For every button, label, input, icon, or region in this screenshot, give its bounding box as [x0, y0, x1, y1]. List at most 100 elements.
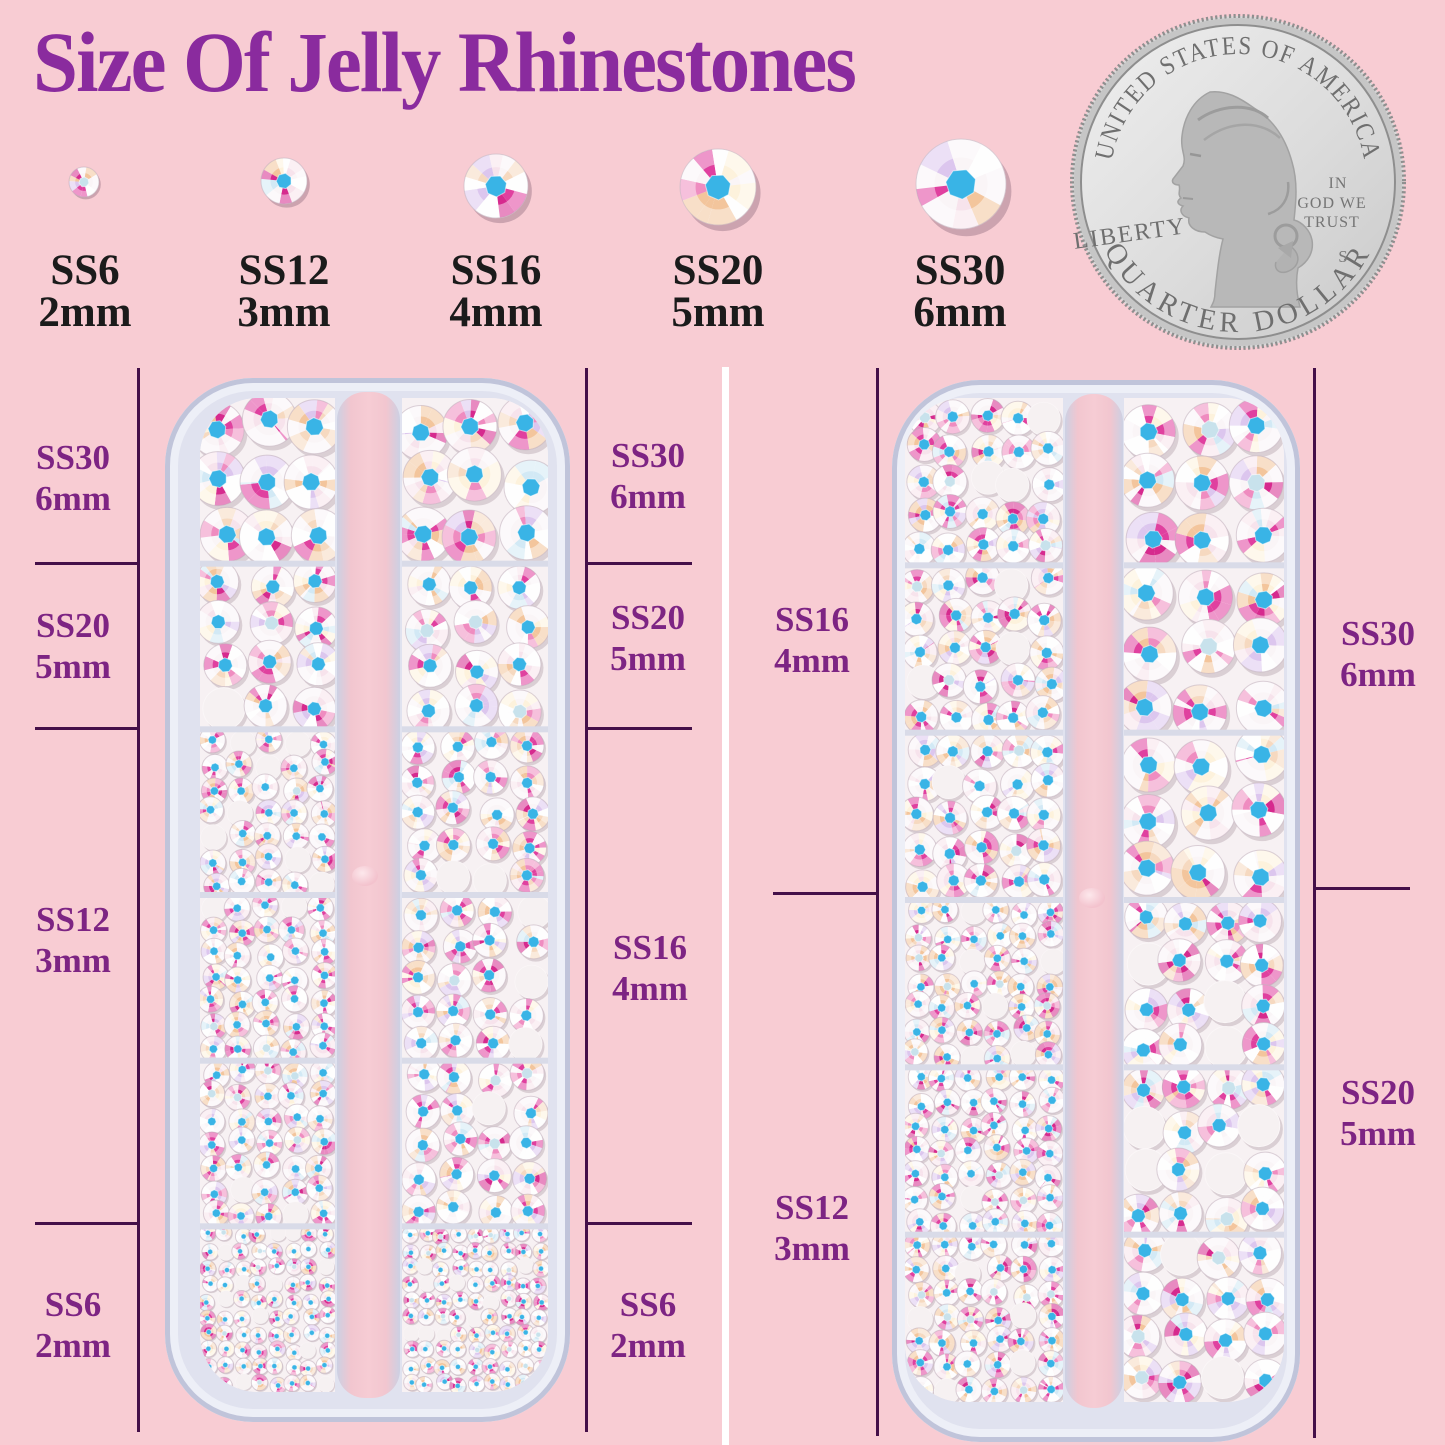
rhinestone [403, 1291, 421, 1310]
rhinestone [243, 683, 290, 730]
rhinestone [235, 1274, 253, 1293]
rhinestone [964, 829, 1001, 868]
rhinestone [1124, 840, 1178, 900]
size-group-label: SS30 6mm [563, 435, 733, 517]
page-title: Size Of Jelly Rhinestones [33, 14, 857, 110]
rhinestone [1037, 1234, 1063, 1259]
rhinestone [200, 1012, 229, 1042]
rhinestone [452, 1259, 471, 1278]
rhinestone [441, 759, 478, 797]
size-bracket-tick [1313, 887, 1410, 890]
rhinestone [1178, 569, 1236, 629]
rhinestone [1037, 1280, 1063, 1310]
rhinestone [1033, 1020, 1062, 1049]
rhinestone [319, 1290, 335, 1309]
compartment-divider [200, 892, 335, 898]
rhinestone [530, 1309, 548, 1328]
rhinestone [1025, 695, 1062, 733]
compartment-divider [1124, 1231, 1284, 1238]
size-mm: 4mm [612, 969, 688, 1008]
rhinestone [930, 532, 968, 566]
rhinestone [905, 1018, 932, 1048]
size-mm: 6mm [1340, 655, 1416, 694]
size-code: SS30 [1341, 614, 1415, 653]
rhinestone [962, 768, 999, 806]
size-bracket-line [585, 368, 588, 1432]
rhinestone [431, 1227, 450, 1247]
rhinestone [317, 1376, 335, 1392]
rhinestone [980, 1234, 1009, 1260]
rhinestone [252, 1010, 281, 1039]
compartment [402, 1060, 548, 1227]
rhinestone [299, 1273, 317, 1292]
compartment [905, 900, 1063, 1068]
rhinestone [308, 823, 335, 853]
size-mm: 3mm [35, 941, 111, 980]
compartment-divider [200, 1057, 335, 1064]
rhinestone [255, 1202, 284, 1227]
rhinestone [417, 1325, 436, 1344]
rhinestone [286, 399, 335, 459]
rhinestone [986, 1254, 1015, 1283]
rhinestone [957, 1160, 986, 1189]
size-mm: 2mm [610, 1326, 686, 1365]
rhinestone [477, 895, 514, 932]
rhinestone [247, 639, 294, 687]
rhinestone [955, 1018, 984, 1048]
rhinestone [200, 1107, 227, 1137]
rhinestone [453, 599, 500, 647]
compartment [905, 1067, 1063, 1235]
rhinestone [1124, 679, 1175, 733]
rhinestone [280, 754, 309, 784]
rhinestone [200, 1339, 218, 1359]
size-bracket-line [1313, 368, 1316, 1438]
size-mm: 5mm [671, 289, 765, 336]
rhinestone [467, 1292, 486, 1311]
rhinestone [310, 1012, 335, 1042]
rhinestone [442, 398, 501, 458]
rhinestone [217, 1244, 236, 1262]
rhinestone [928, 994, 957, 1023]
rhinestone [985, 1161, 1014, 1191]
rhinestone [260, 157, 310, 208]
rhinestone [218, 1261, 237, 1280]
rhinestone [500, 1274, 518, 1293]
rhinestone [1232, 617, 1284, 677]
rhinestone [1038, 1086, 1063, 1116]
rhinestone [202, 687, 248, 730]
rhinestone [933, 1378, 962, 1402]
rhinestone [509, 729, 547, 766]
rhinestone [223, 1011, 252, 1040]
compartment [404, 563, 548, 730]
coin-motto-line: TRUST [1304, 214, 1360, 231]
rhinestone [931, 434, 969, 472]
rhinestone [252, 1307, 270, 1326]
rhinestone [1007, 973, 1036, 1002]
rhinestone [200, 985, 226, 1015]
rhinestone [482, 1226, 500, 1245]
compartment [905, 565, 1063, 733]
rhinestone [417, 1308, 436, 1327]
rhinestone [1204, 1152, 1250, 1199]
rhinestone [514, 1277, 533, 1296]
rhinestone [451, 1290, 470, 1310]
rhinestone [1204, 939, 1251, 987]
rhinestone [200, 1154, 229, 1184]
rhinestone [226, 800, 255, 829]
rhinestone [284, 730, 313, 760]
compartment-divider [905, 897, 1063, 903]
rhinestone [1204, 1026, 1251, 1068]
size-bracket-tick [35, 1222, 140, 1225]
rhinestone [1197, 1103, 1244, 1151]
rhinestone [436, 962, 474, 1001]
rhinestone [215, 1324, 234, 1343]
rhinestone [402, 1307, 421, 1326]
rhinestone [239, 509, 297, 564]
rhinestone [905, 944, 934, 974]
washington-bust [1171, 90, 1314, 308]
rhinestone [466, 1276, 485, 1295]
rhinestone [1203, 980, 1250, 1027]
rhinestone [256, 964, 285, 994]
rhinestone [250, 564, 297, 612]
compartment [1124, 732, 1284, 900]
